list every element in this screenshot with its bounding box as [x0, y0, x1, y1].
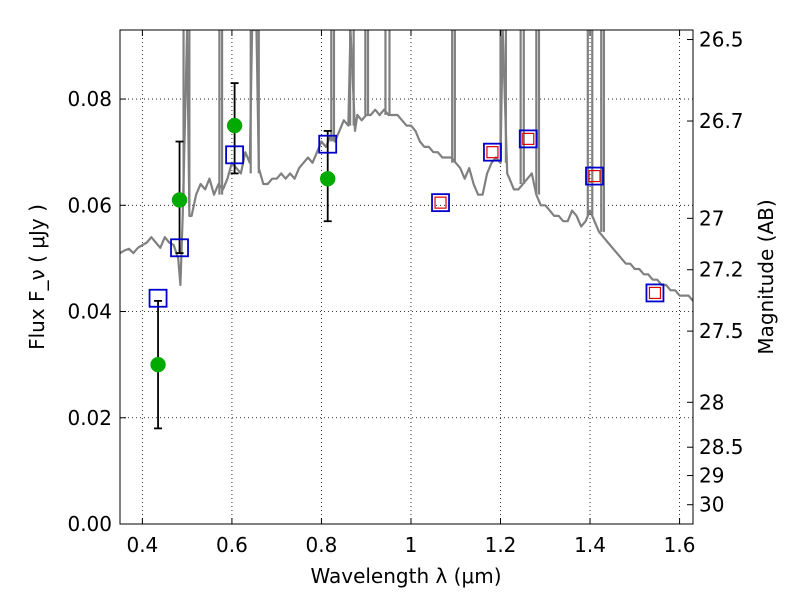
model-band-inner-square	[522, 132, 535, 145]
right-tick-label: 29	[699, 464, 724, 488]
observed-flux-point	[226, 117, 243, 134]
y-tick-label: 0.04	[67, 300, 112, 324]
x-axis-label: Wavelength λ (μm)	[310, 564, 501, 588]
model-spectrum-layer	[120, 30, 693, 302]
right-tick-label: 27.2	[699, 258, 744, 282]
observed-points-layer	[150, 117, 336, 373]
model-band-square	[148, 288, 168, 308]
emission-line-spike	[535, 30, 541, 195]
x-tick-label: 0.4	[126, 533, 158, 557]
emission-line-spike	[330, 30, 336, 142]
y-tick-label: 0.00	[67, 512, 112, 536]
model-band-inner-square	[588, 169, 601, 183]
right-axis-ticks: 26.5 26.7 27 27.2 27.5 28 28.5 29 30	[687, 28, 744, 517]
y-axis-ticks: 0.00 0.02 0.04 0.06 0.08	[67, 87, 126, 536]
emission-line-spike	[182, 30, 191, 206]
emission-line-spike	[499, 30, 507, 163]
model-band-square	[483, 142, 502, 162]
y-axis-label-right: Magnitude (AB)	[754, 199, 778, 354]
model-band-square	[170, 238, 189, 258]
emission-line-spike	[519, 30, 525, 185]
observed-flux-point	[171, 192, 188, 208]
plot-frame	[119, 29, 694, 525]
right-tick-label: 30	[699, 493, 724, 517]
model-band-inner-square	[434, 196, 447, 209]
model-spectrum-line	[120, 30, 693, 302]
right-tick-label: 26.5	[699, 28, 744, 52]
right-tick-label: 26.7	[699, 109, 744, 133]
right-tick-label: 27	[699, 206, 724, 230]
emission-line-spike	[451, 30, 456, 163]
emission-line-spike	[364, 30, 370, 115]
x-tick-label: 0.6	[216, 533, 248, 557]
model-band-square	[431, 193, 450, 213]
x-tick-label: 0.8	[306, 533, 338, 557]
x-tick-label: 1	[405, 533, 418, 557]
x-axis-ticks: 0.4 0.6 0.8 1 1.2 1.4 1.6	[126, 30, 695, 557]
x-tick-label: 1.2	[485, 533, 517, 557]
emission-line-spike	[586, 30, 594, 216]
model-band-square	[225, 145, 245, 165]
emission-line-spike	[384, 30, 391, 115]
x-tick-label: 1.6	[664, 533, 696, 557]
x-tick-label: 1.4	[574, 533, 606, 557]
observed-flux-point	[150, 356, 166, 373]
y-tick-label: 0.06	[67, 193, 112, 217]
model-band-square	[645, 283, 665, 303]
y-axis-label-left: Flux F_ν ( μJy )	[25, 204, 49, 350]
model-band-inner-square	[486, 146, 499, 159]
emission-line-spike	[218, 30, 224, 195]
model-band-square	[585, 166, 604, 186]
model-band-inner-square	[648, 286, 662, 300]
y-tick-label: 0.08	[67, 87, 112, 111]
right-tick-label: 28	[699, 390, 724, 414]
right-tick-label: 28.5	[699, 435, 744, 459]
right-tick-label: 27.5	[699, 319, 744, 343]
model-band-points-layer	[148, 129, 665, 308]
model-band-square	[318, 134, 338, 154]
emission-line-spike	[600, 30, 606, 232]
grid	[120, 30, 693, 525]
emission-line-spike	[249, 30, 260, 174]
model-band-square	[518, 129, 538, 149]
emission-line-spike	[348, 30, 355, 126]
observed-flux-point	[319, 170, 336, 187]
y-tick-label: 0.02	[67, 406, 112, 430]
